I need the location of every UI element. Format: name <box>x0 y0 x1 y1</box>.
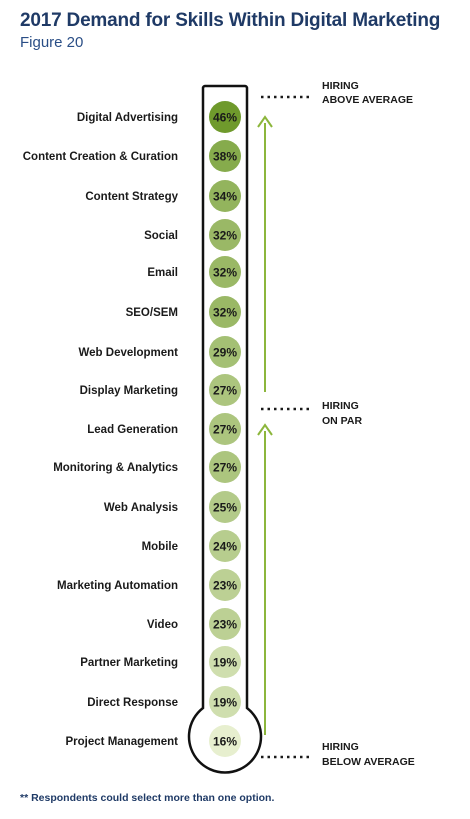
thermometer-body <box>187 84 263 774</box>
value-circle <box>209 413 241 445</box>
value-label: 32% <box>213 306 237 320</box>
footnote: ** Respondents could select more than on… <box>20 792 275 804</box>
value-label: 32% <box>213 229 237 243</box>
category-label: Monitoring & Analytics <box>53 462 178 474</box>
annotation-par-line2: ON PAR <box>322 415 362 427</box>
value-label: 23% <box>213 618 237 632</box>
category-label: Lead Generation <box>87 424 178 436</box>
value-circle <box>209 725 241 757</box>
category-label: Video <box>147 619 178 631</box>
value-label: 25% <box>213 501 237 515</box>
category-label: Digital Advertising <box>77 112 178 124</box>
upper-arrow-head <box>257 115 273 128</box>
category-label: Web Analysis <box>104 502 178 514</box>
lower-arrow-head <box>257 423 273 436</box>
skill-marks: Digital Advertising 46% Content Creation &… <box>23 101 241 757</box>
value-circle <box>209 336 241 368</box>
annotation-par-line1: HIRING <box>322 400 359 412</box>
category-label: Display Marketing <box>80 385 178 397</box>
value-circle <box>209 140 241 172</box>
hiring-annotations: HIRING ABOVE AVERAGE HIRING ON PAR HIRIN… <box>322 80 415 768</box>
category-label: SEO/SEM <box>126 307 178 319</box>
value-label: 46% <box>213 111 237 125</box>
chart-title: 2017 Demand for Skills Within Digital Ma… <box>20 10 441 31</box>
value-circle <box>209 608 241 640</box>
value-circle <box>209 569 241 601</box>
value-label: 19% <box>213 696 237 710</box>
value-circle <box>209 686 241 718</box>
category-label: Email <box>147 267 178 279</box>
annotation-below-line2: BELOW AVERAGE <box>322 756 415 768</box>
value-label: 27% <box>213 461 237 475</box>
value-circle <box>209 296 241 328</box>
value-label: 29% <box>213 346 237 360</box>
category-label: Partner Marketing <box>80 657 178 669</box>
value-circle <box>209 451 241 483</box>
value-label: 32% <box>213 266 237 280</box>
value-label: 23% <box>213 579 237 593</box>
annotation-above-line1: HIRING <box>322 80 359 92</box>
value-circle <box>209 491 241 523</box>
annotation-above-line2: ABOVE AVERAGE <box>322 94 413 106</box>
value-circle <box>209 101 241 133</box>
value-circle <box>209 219 241 251</box>
thermometer-outline <box>187 84 263 774</box>
value-circle <box>209 530 241 562</box>
category-label: Mobile <box>142 541 178 553</box>
value-label: 24% <box>213 540 237 554</box>
category-label: Content Strategy <box>85 191 178 203</box>
value-label: 38% <box>213 150 237 164</box>
category-label: Content Creation & Curation <box>23 151 178 163</box>
chart-subtitle: Figure 20 <box>20 34 84 51</box>
category-label: Marketing Automation <box>57 580 178 592</box>
value-label: 27% <box>213 423 237 437</box>
category-label: Social <box>144 230 178 242</box>
value-circle <box>209 374 241 406</box>
value-circle <box>209 256 241 288</box>
category-label: Direct Response <box>87 697 178 709</box>
value-circle <box>209 180 241 212</box>
annotation-below-line1: HIRING <box>322 741 359 753</box>
value-label: 27% <box>213 384 237 398</box>
value-label: 16% <box>213 735 237 749</box>
category-label: Project Management <box>66 736 179 748</box>
value-circle <box>209 646 241 678</box>
value-label: 19% <box>213 656 237 670</box>
category-label: Web Development <box>79 347 179 359</box>
hiring-arrows <box>257 95 310 759</box>
value-label: 34% <box>213 190 237 204</box>
